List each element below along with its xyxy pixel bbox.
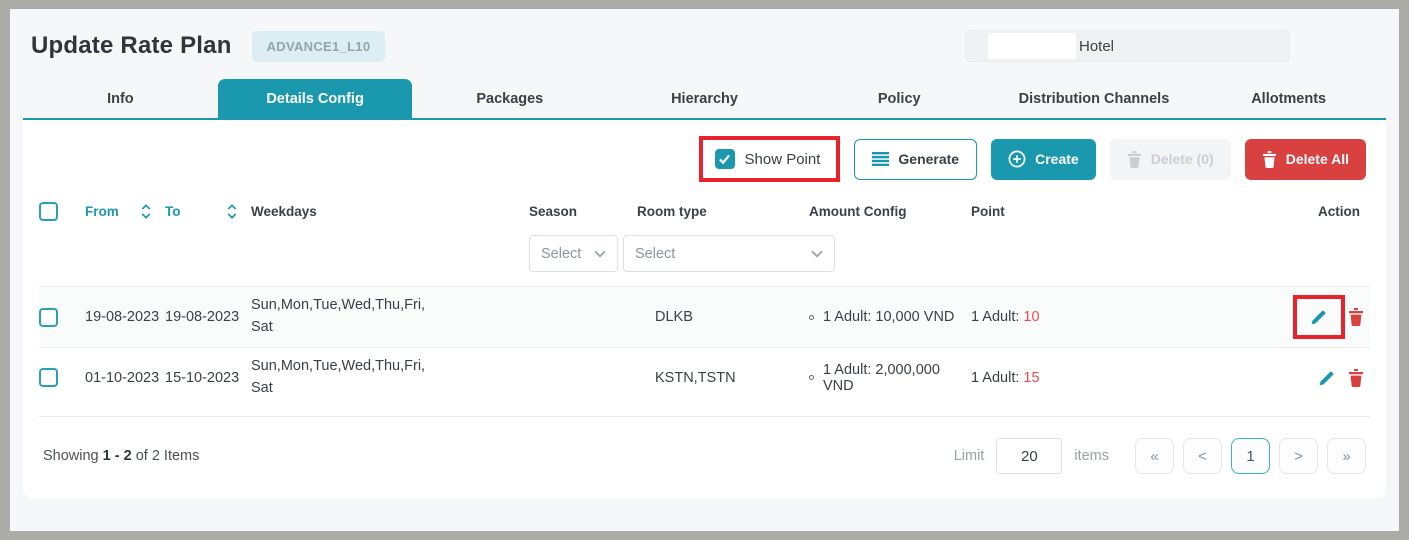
action-cell — [1137, 295, 1370, 339]
first-page-button[interactable]: « — [1135, 438, 1174, 474]
chevron-down-icon — [594, 250, 606, 258]
table-row: 19-08-2023 19-08-2023 Sun,Mon,Tue,Wed,Th… — [39, 286, 1370, 347]
table-row: 01-10-2023 15-10-2023 Sun,Mon,Tue,Wed,Th… — [39, 347, 1370, 408]
generate-button[interactable]: Generate — [854, 138, 978, 180]
trash-icon — [1349, 308, 1363, 326]
tab-distribution-channels[interactable]: Distribution Channels — [1018, 91, 1170, 107]
delete-selected-button[interactable]: Delete (0) — [1109, 138, 1231, 180]
row-checkbox[interactable] — [39, 307, 58, 327]
action-cell — [1137, 368, 1370, 387]
bullet-icon — [809, 314, 814, 320]
column-header-from[interactable]: From — [85, 203, 165, 220]
tab-bar: Info Details Config Packages Hierarchy P… — [23, 79, 1386, 120]
from-cell: 19-08-2023 — [85, 309, 160, 325]
trash-icon — [1349, 368, 1363, 387]
column-header-amount-config: Amount Config — [809, 204, 907, 219]
create-label: Create — [1035, 151, 1079, 167]
delete-all-label: Delete All — [1285, 151, 1349, 167]
delete-selected-label: Delete (0) — [1150, 151, 1214, 167]
column-header-season: Season — [529, 204, 578, 219]
point-value: 15 — [1023, 369, 1040, 386]
next-page-button[interactable]: > — [1279, 438, 1318, 474]
page-title: Update Rate Plan — [31, 32, 232, 59]
point-value: 10 — [1023, 309, 1040, 325]
current-page-button[interactable]: 1 — [1231, 438, 1270, 474]
prev-page-button[interactable]: < — [1183, 438, 1222, 474]
pencil-icon — [1319, 370, 1334, 386]
chevron-down-icon — [811, 250, 823, 258]
table-filter-row: Select Select — [39, 231, 1370, 286]
delete-all-button[interactable]: Delete All — [1244, 138, 1366, 180]
room-type-cell: DLKB — [655, 309, 693, 325]
page-header: Update Rate Plan ADVANCE1_L10 Hotel — [23, 9, 1386, 67]
point-cell: 1 Adult: 10 — [971, 309, 1040, 325]
room-type-cell: KSTN,TSTN — [655, 369, 736, 386]
plus-circle-icon — [1008, 150, 1026, 168]
point-cell: 1 Adult: 15 — [971, 369, 1040, 386]
showing-count: Showing 1 - 2 of 2 Items — [43, 448, 200, 464]
column-header-weekdays: Weekdays — [251, 204, 317, 219]
column-header-point: Point — [971, 204, 1005, 219]
annotation-box-show-point: Show Point — [698, 136, 841, 182]
show-point-label: Show Point — [744, 150, 821, 168]
annotation-box-edit-row-1 — [1293, 295, 1345, 339]
delete-row-button[interactable] — [1348, 308, 1364, 326]
to-cell: 15-10-2023 — [165, 369, 240, 386]
delete-row-button[interactable] — [1348, 368, 1364, 387]
details-config-panel: Show Point Generate Create — [23, 120, 1386, 498]
limit-label: Limit — [953, 448, 985, 464]
pagination-controls: Limit items « < 1 > » — [954, 438, 1366, 474]
tab-details-config[interactable]: Details Config — [217, 79, 413, 118]
room-type-filter-select[interactable]: Select — [623, 235, 835, 272]
edit-button[interactable] — [1310, 308, 1328, 326]
table-footer: Showing 1 - 2 of 2 Items Limit items « <… — [39, 416, 1370, 498]
column-header-action: Action — [1318, 204, 1360, 219]
update-rate-plan-page: Update Rate Plan ADVANCE1_L10 Hotel Info… — [10, 9, 1399, 531]
tab-packages[interactable]: Packages — [476, 91, 544, 107]
weekdays-cell: Sun,Mon,Tue,Wed,Thu,Fri,Sat — [251, 358, 426, 396]
trash-icon — [1262, 150, 1276, 168]
to-cell: 19-08-2023 — [165, 309, 240, 325]
from-cell: 01-10-2023 — [85, 369, 160, 386]
tab-info[interactable]: Info — [107, 91, 134, 107]
column-header-room-type: Room type — [637, 204, 707, 219]
weekdays-cell: Sun,Mon,Tue,Wed,Thu,Fri,Sat — [251, 297, 426, 335]
generate-lines-icon — [872, 152, 890, 166]
generate-label: Generate — [898, 151, 960, 167]
check-icon — [719, 154, 730, 165]
pager: « < 1 > » — [1135, 438, 1366, 474]
items-label: items — [1074, 448, 1109, 464]
tab-hierarchy[interactable]: Hierarchy — [671, 91, 738, 107]
tab-policy[interactable]: Policy — [877, 91, 921, 107]
pencil-icon — [1311, 310, 1326, 325]
hotel-selector[interactable]: Hotel — [965, 30, 1290, 62]
sort-icon[interactable] — [141, 203, 151, 220]
toolbar: Show Point Generate Create — [39, 120, 1370, 196]
redacted-hotel-name — [988, 33, 1076, 59]
limit-input[interactable] — [996, 438, 1063, 474]
table-header-row: From To Weekdays Season — [39, 196, 1370, 231]
create-button[interactable]: Create — [991, 138, 1096, 180]
row-checkbox[interactable] — [39, 368, 58, 388]
bullet-icon — [809, 375, 814, 381]
select-all-checkbox[interactable] — [39, 202, 58, 221]
show-point-checkbox[interactable] — [714, 149, 735, 169]
last-page-button[interactable]: » — [1327, 438, 1366, 474]
amount-config-cell: 1 Adult: 2,000,000 VND — [809, 362, 971, 394]
sort-icon[interactable] — [227, 203, 237, 220]
tab-allotments[interactable]: Allotments — [1251, 91, 1327, 107]
hotel-label: Hotel — [1079, 37, 1115, 55]
season-filter-select[interactable]: Select — [529, 235, 618, 272]
trash-icon — [1127, 150, 1141, 168]
column-header-to[interactable]: To — [165, 203, 251, 220]
rate-plan-code-badge: ADVANCE1_L10 — [251, 30, 386, 62]
edit-button[interactable] — [1318, 369, 1336, 387]
amount-config-cell: 1 Adult: 10,000 VND — [809, 309, 971, 325]
